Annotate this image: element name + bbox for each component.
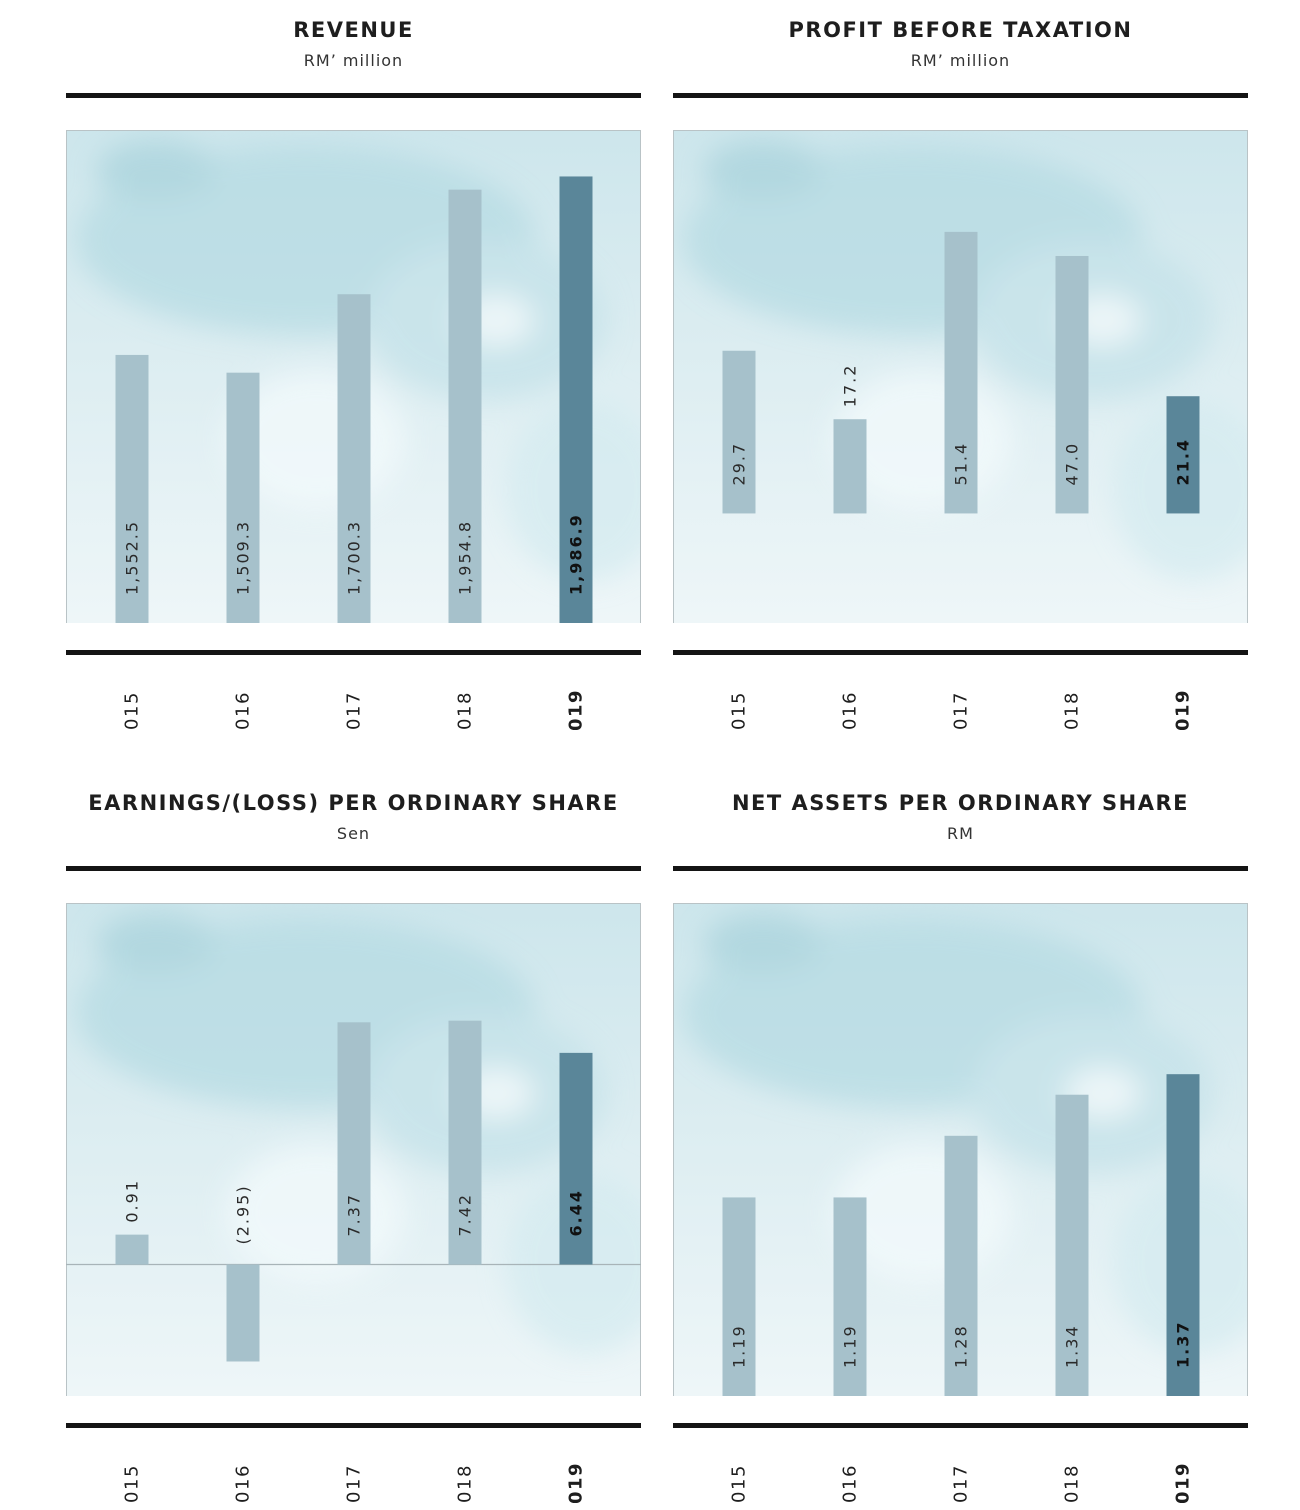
- watercolor-texture: [683, 913, 1248, 1353]
- plot-area: 0.91 2015 (2.95) 2016 7.37 2017 7.42 2018 6.44 20…: [66, 903, 641, 1503]
- value-label: 7.42: [456, 1193, 475, 1237]
- year-label: 2015: [122, 691, 143, 730]
- top-rule: [673, 866, 1248, 871]
- bar-2019: [1166, 1074, 1200, 1396]
- bar-2015: [722, 350, 756, 514]
- bar-chart-svg: 1.19 2015 1.19 2016 1.28 2017 1.34 2018 1.37 2019: [673, 903, 1248, 1503]
- top-rule: [673, 93, 1248, 98]
- chart-unit: Sen: [336, 824, 371, 843]
- value-label: 1.34: [1063, 1324, 1082, 1368]
- value-label: 21.4: [1174, 438, 1193, 485]
- chart-title: NET ASSETS PER ORDINARY SHARE: [731, 791, 1190, 815]
- top-rule: [66, 866, 641, 871]
- bar-2019: [559, 1052, 593, 1265]
- x-axis-rule: [673, 1423, 1248, 1428]
- year-label: 2018: [1062, 1464, 1083, 1503]
- value-label: 17.2: [841, 364, 860, 408]
- value-label: (2.95): [234, 1184, 253, 1244]
- bar-chart-svg: 29.7 2015 17.2 2016 51.4 2017 47.0 2018 21.4 2019: [673, 130, 1248, 730]
- year-label: 2016: [233, 1464, 254, 1503]
- year-label: 2018: [1062, 691, 1083, 730]
- chart-unit: RM: [947, 824, 974, 843]
- year-label: 2018: [455, 691, 476, 730]
- bar-2018: [1055, 255, 1089, 514]
- bar-2018: [448, 189, 482, 623]
- chart-title: REVENUE: [293, 18, 414, 42]
- bar-2016: [226, 1264, 260, 1362]
- value-label: 7.37: [345, 1193, 364, 1237]
- bar-2017: [944, 1135, 978, 1396]
- bar-chart-svg: 0.91 2015 (2.95) 2016 7.37 2017 7.42 2018 6.44 20…: [66, 903, 641, 1503]
- plot-frame: [66, 130, 641, 623]
- year-label: 2019: [1173, 1462, 1194, 1503]
- bar-2017: [337, 1022, 371, 1265]
- value-label: 51.4: [952, 442, 971, 486]
- year-label: 2015: [122, 1464, 143, 1503]
- year-label: 2016: [233, 691, 254, 730]
- bar-2019: [559, 176, 593, 623]
- bar-2018: [448, 1020, 482, 1265]
- value-label: 1.37: [1174, 1321, 1193, 1368]
- value-label: 0.91: [123, 1179, 142, 1223]
- bar-2016: [226, 372, 260, 623]
- bar-2016: [833, 1197, 867, 1396]
- year-label: 2016: [840, 1464, 861, 1503]
- bar-2017: [944, 231, 978, 514]
- bar-chart-svg: 1,552.5 2015 1,509.3 2016 1,700.3 2017 1,954.8…: [66, 130, 641, 730]
- year-label: 2015: [729, 1464, 750, 1503]
- value-label: 1,954.8: [456, 520, 475, 595]
- top-rule: [66, 93, 641, 98]
- year-label: 2016: [840, 691, 861, 730]
- chart-title: PROFIT BEFORE TAXATION: [788, 18, 1133, 42]
- bar-2016: [833, 419, 867, 514]
- bar-2015: [115, 1234, 149, 1265]
- chart-unit: RM’ million: [910, 51, 1011, 70]
- x-axis-rule: [673, 650, 1248, 655]
- bar-2015: [722, 1197, 756, 1396]
- bar-2018: [1055, 1094, 1089, 1396]
- bar-2015: [115, 354, 149, 623]
- value-label: 1,986.9: [567, 513, 586, 595]
- year-label: 2018: [455, 1464, 476, 1503]
- year-label: 2019: [566, 1462, 587, 1503]
- value-label: 1,552.5: [123, 520, 142, 595]
- year-label: 2019: [1173, 689, 1194, 730]
- x-axis-rule: [66, 650, 641, 655]
- plot-frame: [673, 130, 1248, 623]
- plot-frame: [66, 903, 641, 1396]
- year-label: 2019: [566, 689, 587, 730]
- value-label: 6.44: [567, 1189, 586, 1236]
- year-label: 2017: [951, 1464, 972, 1503]
- plot-area: 1.19 2015 1.19 2016 1.28 2017 1.34 2018 1.37 2019: [673, 903, 1248, 1503]
- chart-unit: RM’ million: [303, 51, 404, 70]
- year-label: 2017: [344, 691, 365, 730]
- plot-area: 29.7 2015 17.2 2016 51.4 2017 47.0 2018 21.4 2019: [673, 130, 1248, 730]
- value-label: 1.19: [841, 1324, 860, 1368]
- value-label: 1,700.3: [345, 520, 364, 595]
- value-label: 29.7: [730, 442, 749, 486]
- plot-area: 1,552.5 2015 1,509.3 2016 1,700.3 2017 1,954.8…: [66, 130, 641, 730]
- plot-frame: [673, 903, 1248, 1396]
- bar-2019: [1166, 396, 1200, 514]
- value-label: 1.28: [952, 1324, 971, 1368]
- value-label: 47.0: [1063, 442, 1082, 486]
- value-label: 1,509.3: [234, 520, 253, 595]
- year-label: 2017: [951, 691, 972, 730]
- bar-2017: [337, 294, 371, 623]
- chart-title: EARNINGS/(LOSS) PER ORDINARY SHARE: [88, 791, 619, 815]
- x-axis-rule: [66, 1423, 641, 1428]
- year-label: 2015: [729, 691, 750, 730]
- year-label: 2017: [344, 1464, 365, 1503]
- value-label: 1.19: [730, 1324, 749, 1368]
